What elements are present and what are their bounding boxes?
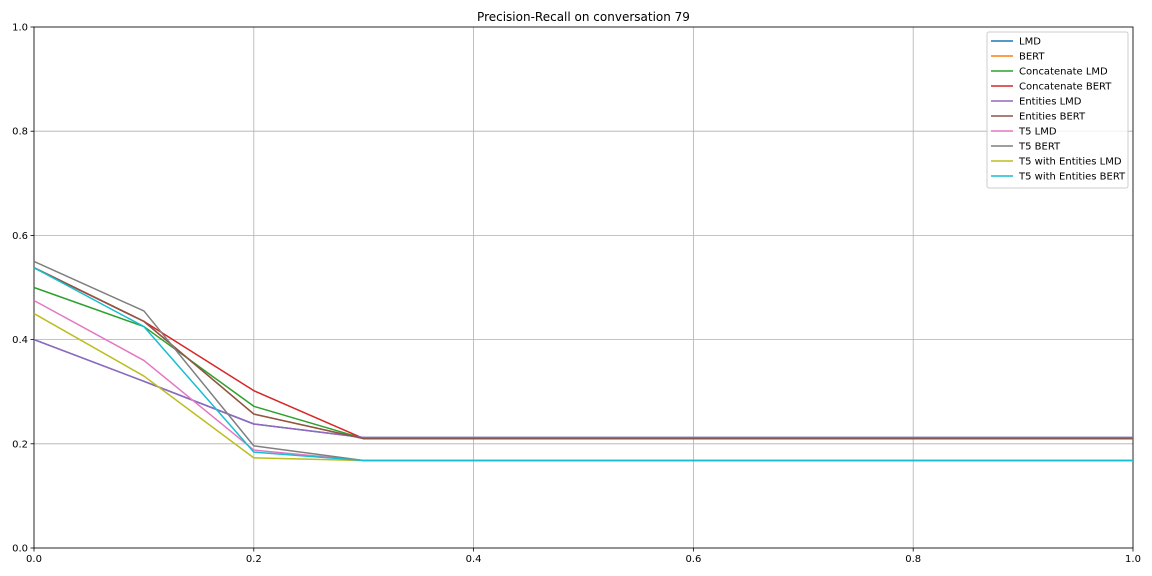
legend-label: T5 LMD: [1018, 127, 1057, 138]
x-tick-label: 1.0: [1125, 554, 1141, 565]
x-tick-label: 0.4: [466, 554, 482, 565]
y-tick-label: 0.0: [12, 544, 28, 555]
x-tick-label: 0.8: [905, 554, 921, 565]
legend: LMD BERT Concatenate LMD Concatenate BERT En…: [986, 31, 1129, 189]
legend-label: T5 BERT: [1018, 142, 1061, 153]
legend-label: BERT: [1019, 52, 1045, 63]
y-tick-label: 0.4: [12, 335, 28, 346]
series-lines: [33, 260, 1133, 462]
legend-label: Entities BERT: [1019, 112, 1086, 123]
series-line-5: [33, 267, 1133, 440]
series-line-9: [33, 267, 1133, 462]
chart-title: Precision-Recall on conversation 79: [477, 10, 690, 24]
y-tick-label: 0.6: [12, 231, 28, 242]
legend-label: LMD: [1019, 37, 1041, 48]
y-tick-label: 0.2: [12, 439, 28, 450]
y-tick-label: 1.0: [12, 23, 28, 34]
legend-box: [986, 31, 1129, 189]
y-tick-label: 0.8: [12, 127, 28, 138]
x-tick-label: 0.0: [26, 554, 42, 565]
x-tick-label: 0.6: [685, 554, 701, 565]
legend-label: T5 with Entities LMD: [1018, 157, 1122, 168]
x-axis: 0.0 0.2 0.4 0.6 0.8 1.0: [26, 548, 1141, 565]
x-tick-label: 0.2: [246, 554, 262, 565]
legend-label: Entities LMD: [1019, 97, 1082, 108]
legend-label: Concatenate BERT: [1019, 82, 1112, 93]
y-axis: 0.0 0.2 0.4 0.6 0.8 1.0: [12, 23, 34, 555]
legend-label: T5 with Entities BERT: [1018, 172, 1126, 183]
legend-label: Concatenate LMD: [1019, 67, 1108, 78]
